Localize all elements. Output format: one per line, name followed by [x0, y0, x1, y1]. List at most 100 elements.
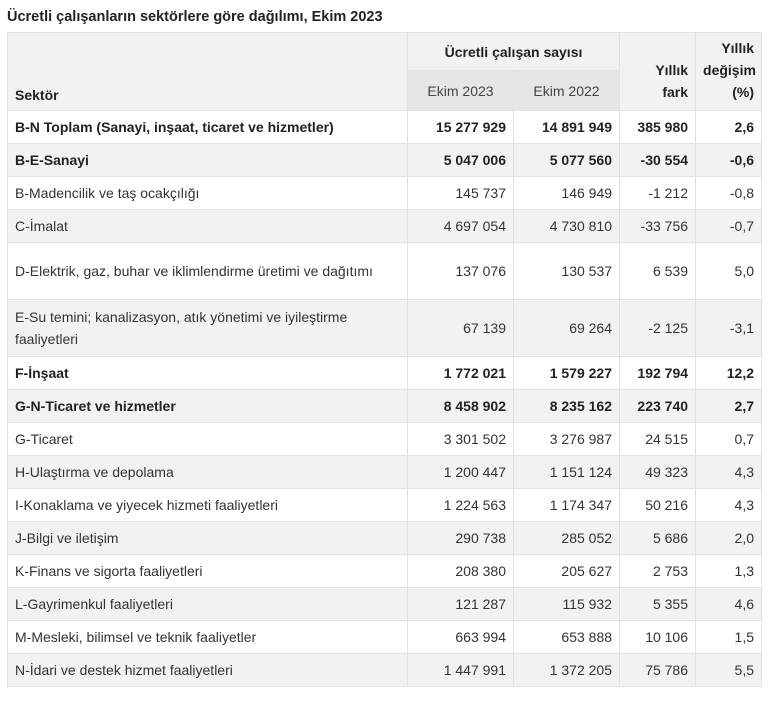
ekim-2023-cell: 8 458 902: [407, 389, 514, 423]
header-ekim-2023: Ekim 2023: [407, 70, 514, 111]
sector-cell: F-İnşaat: [7, 356, 408, 390]
annual-diff-cell: 385 980: [619, 110, 697, 144]
annual-diff-cell: -2 125: [619, 299, 697, 357]
annual-change-cell: -0,6: [695, 143, 763, 177]
annual-change-cell: 0,7: [695, 422, 763, 456]
ekim-2022-cell: 5 077 560: [512, 143, 621, 177]
sector-cell: G-Ticaret: [7, 422, 408, 456]
table-row: B-Madencilik ve taş ocakçılığı 145 737 146…: [7, 176, 763, 210]
sector-cell: D-Elektrik, gaz, buhar ve iklimlendirme …: [7, 242, 408, 300]
ekim-2022-cell: 130 537: [512, 242, 621, 300]
sector-cell: J-Bilgi ve iletişim: [7, 521, 408, 555]
sector-cell: B-Madencilik ve taş ocakçılığı: [7, 176, 408, 210]
sector-cell: H-Ulaştırma ve depolama: [7, 455, 408, 489]
annual-change-cell: -0,7: [695, 209, 763, 243]
table-row: B-N Toplam (Sanayi, inşaat, ticaret ve h…: [7, 110, 763, 144]
ekim-2022-cell: 1 174 347: [512, 488, 621, 522]
header-annual-diff-line2: fark: [662, 84, 689, 100]
sector-cell: L-Gayrimenkul faaliyetleri: [7, 587, 408, 621]
annual-diff-cell: 192 794: [619, 356, 697, 390]
ekim-2022-cell: 205 627: [512, 554, 621, 588]
table-row: J-Bilgi ve iletişim 290 738 285 052 5 686 2,…: [7, 521, 763, 555]
employment-table: Sektör Ücretli çalışan sayısı Yıllık far…: [7, 32, 763, 687]
ekim-2023-cell: 290 738: [407, 521, 514, 555]
annual-change-cell: 5,5: [695, 653, 763, 687]
annual-diff-cell: 10 106: [619, 620, 697, 654]
annual-diff-cell: 5 355: [619, 587, 697, 621]
annual-diff-cell: 6 539: [619, 242, 697, 300]
annual-diff-cell: 2 753: [619, 554, 697, 588]
table-row: K-Finans ve sigorta faaliyetleri 208 380 2…: [7, 554, 763, 588]
header-ekim-2022: Ekim 2022: [512, 70, 621, 111]
ekim-2023-cell: 15 277 929: [407, 110, 514, 144]
ekim-2023-cell: 1 447 991: [407, 653, 514, 687]
table-row: C-İmalat 4 697 054 4 730 810 -33 756 -0,7: [7, 209, 763, 243]
sector-cell: B-E-Sanayi: [7, 143, 408, 177]
ekim-2022-cell: 8 235 162: [512, 389, 621, 423]
table-row: F-İnşaat 1 772 021 1 579 227 192 794 12,2: [7, 356, 763, 390]
table-row: M-Mesleki, bilimsel ve teknik faaliyetle…: [7, 620, 763, 654]
sector-cell: G-N-Ticaret ve hizmetler: [7, 389, 408, 423]
ekim-2022-cell: 285 052: [512, 521, 621, 555]
header-annual-diff-line1: Yıllık: [655, 62, 689, 78]
ekim-2022-cell: 1 151 124: [512, 455, 621, 489]
ekim-2022-cell: 1 372 205: [512, 653, 621, 687]
annual-change-cell: 2,7: [695, 389, 763, 423]
ekim-2022-cell: 14 891 949: [512, 110, 621, 144]
table-row: H-Ulaştırma ve depolama 1 200 447 1 151 12…: [7, 455, 763, 489]
table-row: G-N-Ticaret ve hizmetler 8 458 902 8 235 1…: [7, 389, 763, 423]
sector-cell: C-İmalat: [7, 209, 408, 243]
annual-diff-cell: 49 323: [619, 455, 697, 489]
sector-cell: B-N Toplam (Sanayi, inşaat, ticaret ve h…: [7, 110, 408, 144]
annual-change-cell: 2,0: [695, 521, 763, 555]
annual-change-cell: 1,3: [695, 554, 763, 588]
table-row: D-Elektrik, gaz, buhar ve iklimlendirme …: [7, 242, 763, 300]
sector-cell: M-Mesleki, bilimsel ve teknik faaliyetle…: [7, 620, 408, 654]
ekim-2022-cell: 115 932: [512, 587, 621, 621]
header-annual-change-line2: değişim: [703, 62, 756, 78]
sector-cell: E-Su temini; kanalizasyon, atık yönetimi…: [7, 299, 408, 357]
table-row: N-İdari ve destek hizmet faaliyetleri 1 4…: [7, 653, 763, 687]
annual-change-cell: 5,0: [695, 242, 763, 300]
ekim-2022-cell: 69 264: [512, 299, 621, 357]
ekim-2023-cell: 121 287: [407, 587, 514, 621]
annual-change-cell: 1,5: [695, 620, 763, 654]
annual-diff-cell: 75 786: [619, 653, 697, 687]
ekim-2023-cell: 5 047 006: [407, 143, 514, 177]
annual-diff-cell: 24 515: [619, 422, 697, 456]
table-row: G-Ticaret 3 301 502 3 276 987 24 515 0,7: [7, 422, 763, 456]
annual-diff-cell: -30 554: [619, 143, 697, 177]
annual-diff-cell: 50 216: [619, 488, 697, 522]
annual-change-cell: 12,2: [695, 356, 763, 390]
ekim-2022-cell: 3 276 987: [512, 422, 621, 456]
annual-change-cell: 4,3: [695, 488, 763, 522]
annual-change-cell: 2,6: [695, 110, 763, 144]
annual-change-cell: -0,8: [695, 176, 763, 210]
ekim-2022-cell: 653 888: [512, 620, 621, 654]
ekim-2022-cell: 4 730 810: [512, 209, 621, 243]
table-row: I-Konaklama ve yiyecek hizmeti faaliyetl…: [7, 488, 763, 522]
header-annual-diff: Yıllık fark: [619, 32, 697, 111]
ekim-2023-cell: 1 200 447: [407, 455, 514, 489]
header-annual-change-line1: Yıllık: [721, 40, 755, 56]
table-row: E-Su temini; kanalizasyon, atık yönetimi…: [7, 299, 763, 357]
ekim-2023-cell: 1 224 563: [407, 488, 514, 522]
ekim-2023-cell: 3 301 502: [407, 422, 514, 456]
table-title: Ücretli çalışanların sektörlere göre dağ…: [7, 9, 383, 25]
ekim-2023-cell: 137 076: [407, 242, 514, 300]
header-annual-change-line3: (%): [732, 84, 755, 100]
annual-diff-cell: -33 756: [619, 209, 697, 243]
table-body: B-N Toplam (Sanayi, inşaat, ticaret ve h…: [7, 110, 763, 687]
ekim-2023-cell: 208 380: [407, 554, 514, 588]
ekim-2023-cell: 145 737: [407, 176, 514, 210]
ekim-2023-cell: 67 139: [407, 299, 514, 357]
header-annual-change: Yıllık değişim (%): [695, 32, 763, 111]
ekim-2023-cell: 663 994: [407, 620, 514, 654]
sector-cell: I-Konaklama ve yiyecek hizmeti faaliyetl…: [7, 488, 408, 522]
ekim-2023-cell: 4 697 054: [407, 209, 514, 243]
header-employee-count: Ücretli çalışan sayısı: [406, 32, 621, 71]
ekim-2022-cell: 1 579 227: [512, 356, 621, 390]
header-sector: Sektör: [7, 32, 408, 111]
annual-change-cell: -3,1: [695, 299, 763, 357]
annual-change-cell: 4,6: [695, 587, 763, 621]
